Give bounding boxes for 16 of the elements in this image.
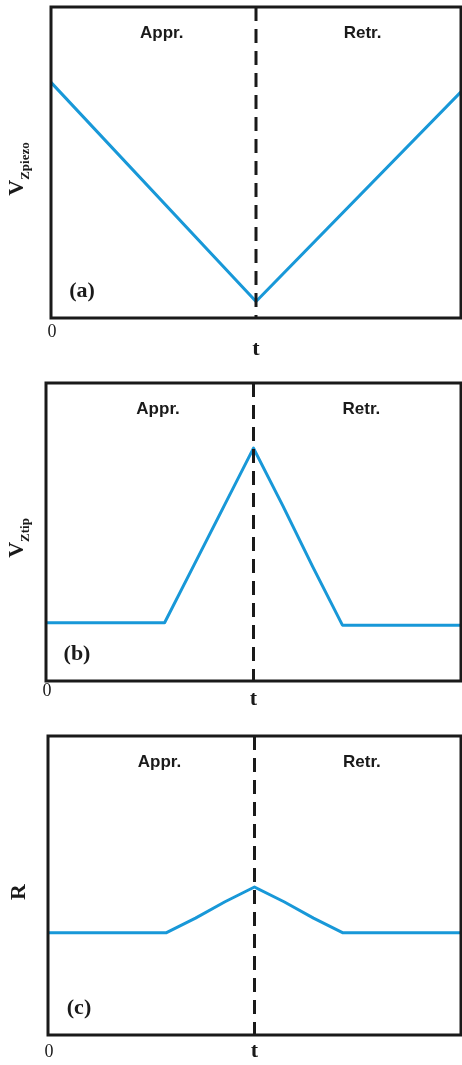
annotation: 0 [42, 679, 52, 700]
annotation: (a) [69, 276, 95, 302]
x-axis-title: t [249, 685, 258, 711]
text: Retr. [342, 751, 381, 771]
y-axis-title: R [5, 883, 30, 900]
text: 0 [47, 320, 57, 341]
annotation: (c) [66, 993, 92, 1019]
x-axis-title: t [252, 335, 261, 361]
text: Appr. [139, 22, 184, 42]
text: Retr. [343, 22, 382, 42]
text: 0 [44, 1040, 54, 1061]
text: Appr. [136, 398, 180, 418]
text: Appr. [137, 751, 182, 771]
annotation: (b) [63, 639, 91, 665]
x-axis-title: t [250, 1037, 259, 1063]
text: Retr. [342, 398, 381, 418]
